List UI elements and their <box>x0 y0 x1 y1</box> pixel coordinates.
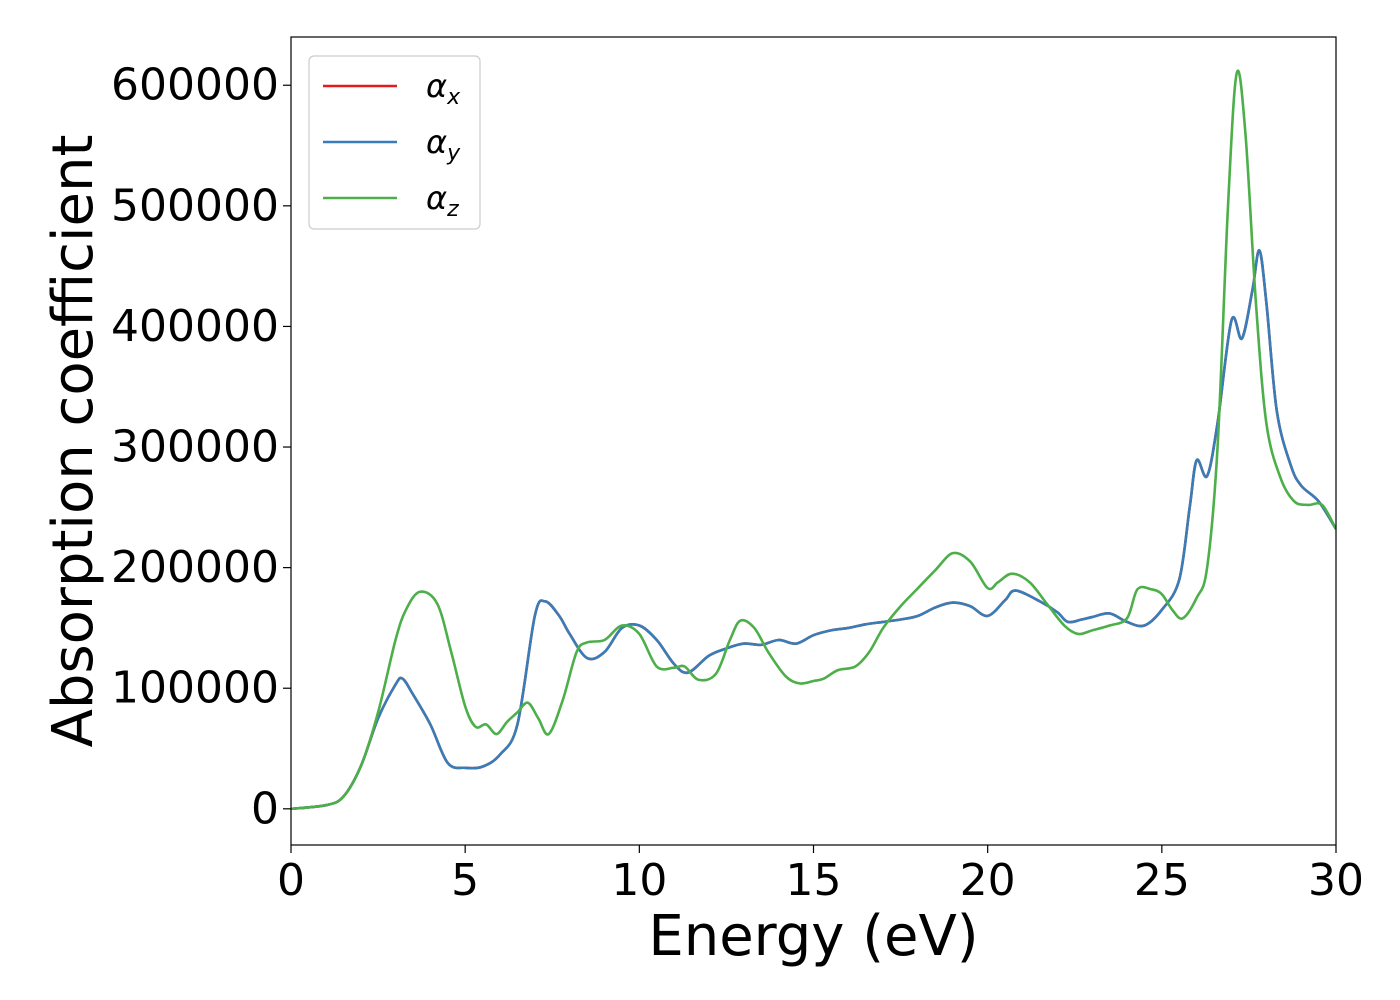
x-tick-label: 25 <box>1134 855 1190 906</box>
series-line-x <box>291 249 1336 811</box>
y-tick-label: 100000 <box>111 663 279 714</box>
legend: αx αy αz <box>308 55 481 230</box>
y-tick-label: 200000 <box>111 542 279 593</box>
y-axis: 0 100000 200000 300000 400000 500000 600000 <box>111 60 291 834</box>
x-tick-label: 10 <box>611 855 667 906</box>
y-tick-label: 600000 <box>111 60 279 111</box>
y-axis-label: Absorption coefficient <box>41 135 106 748</box>
x-tick-label: 20 <box>960 855 1016 906</box>
x-tick-label: 5 <box>451 855 479 906</box>
x-tick-label: 30 <box>1308 855 1364 906</box>
x-tick-label: 15 <box>786 855 842 906</box>
y-tick-label: 0 <box>251 783 279 834</box>
y-tick-label: 300000 <box>111 422 279 473</box>
legend-label-z: αz <box>426 179 459 222</box>
y-tick-label: 500000 <box>111 180 279 231</box>
series-layer <box>291 69 1336 811</box>
y-tick-label: 400000 <box>111 301 279 352</box>
x-axis: 0 5 10 15 20 25 30 <box>277 845 1364 906</box>
legend-label-x: αx <box>426 67 461 110</box>
series-line-y <box>291 249 1336 811</box>
x-axis-label: Energy (eV) <box>648 904 978 969</box>
series-line-z <box>291 69 1336 811</box>
legend-label-y: αy <box>426 123 461 166</box>
x-tick-label: 0 <box>277 855 305 906</box>
